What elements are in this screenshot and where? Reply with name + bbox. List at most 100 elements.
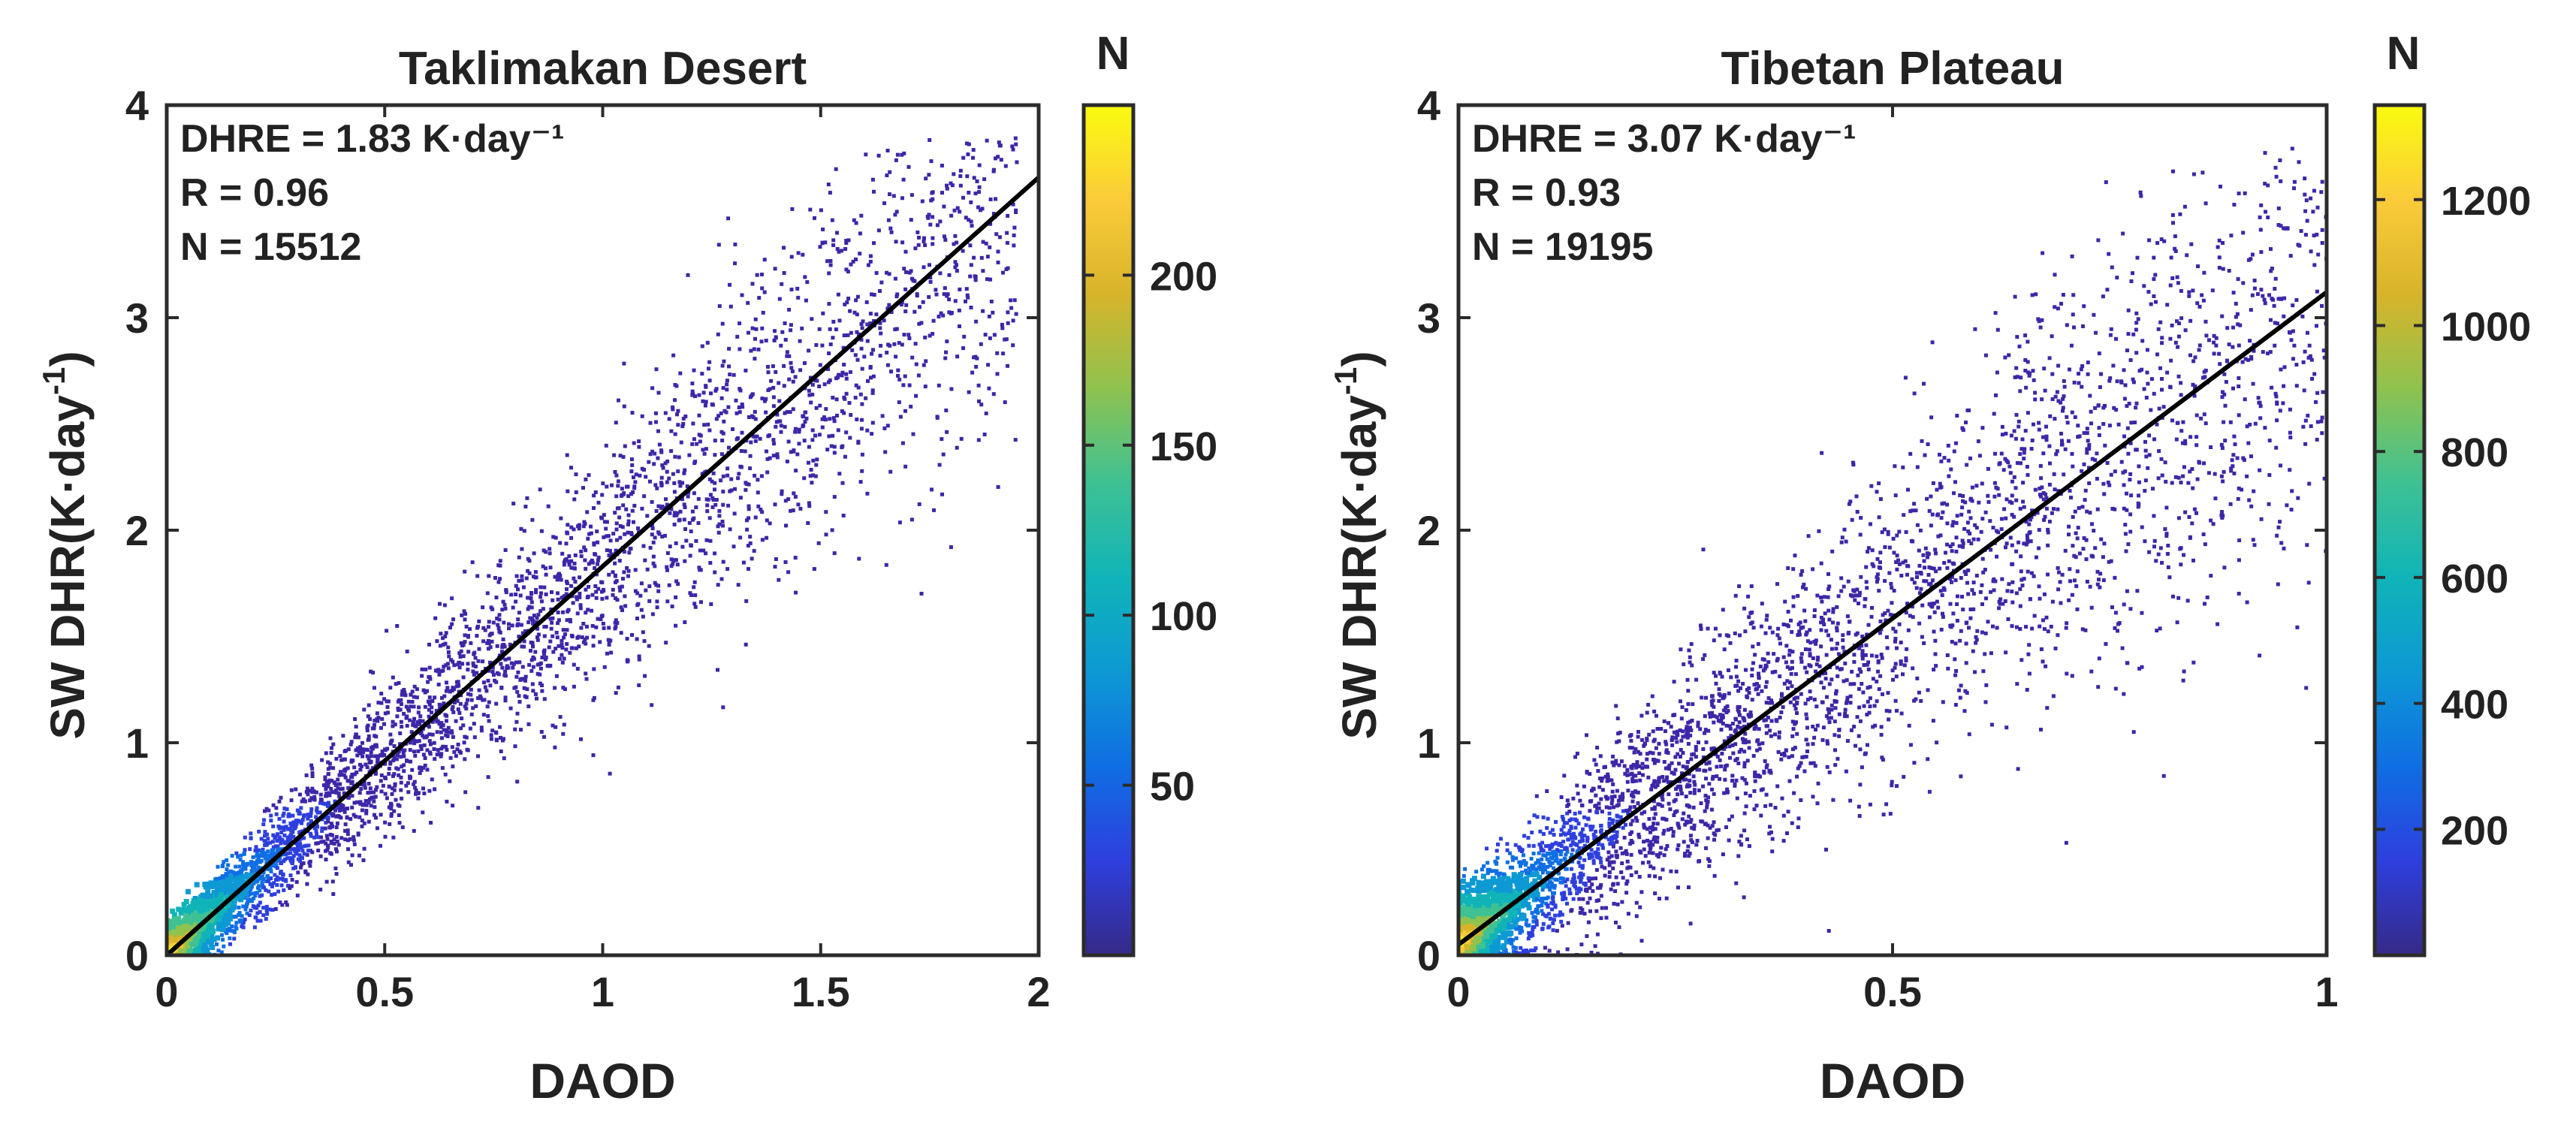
scatter-point bbox=[1707, 859, 1712, 864]
scatter-point bbox=[389, 812, 394, 816]
scatter-point bbox=[680, 424, 685, 429]
scatter-point bbox=[855, 418, 859, 421]
scatter-point bbox=[1012, 298, 1017, 303]
scatter-point bbox=[824, 418, 828, 422]
scatter-point bbox=[392, 755, 397, 760]
scatter-point bbox=[232, 872, 237, 876]
scatter-point bbox=[648, 421, 653, 425]
scatter-point bbox=[470, 560, 475, 565]
scatter-point bbox=[243, 891, 249, 897]
scatter-point bbox=[740, 293, 744, 297]
scatter-point bbox=[891, 194, 896, 198]
scatter-point bbox=[617, 559, 622, 563]
scatter-point bbox=[284, 852, 288, 857]
scatter-point bbox=[744, 368, 748, 372]
scatter-point bbox=[413, 753, 418, 758]
scatter-point bbox=[1736, 854, 1741, 858]
scatter-point bbox=[2292, 343, 2297, 348]
scatter-point bbox=[372, 799, 376, 804]
scatter-point bbox=[782, 246, 786, 250]
scatter-point bbox=[194, 882, 200, 888]
scatter-point bbox=[279, 870, 282, 875]
scatter-point bbox=[2164, 532, 2169, 536]
scatter-point bbox=[312, 798, 317, 802]
scatter-point bbox=[366, 734, 371, 738]
scatter-point bbox=[450, 707, 454, 711]
scatter-point bbox=[708, 538, 713, 543]
scatter-point bbox=[469, 641, 473, 645]
scatter-point bbox=[556, 621, 560, 626]
scatter-point bbox=[803, 410, 807, 415]
scatter-point bbox=[1587, 852, 1591, 856]
scatter-point bbox=[438, 602, 442, 606]
scatter-point bbox=[786, 570, 791, 575]
scatter-point bbox=[747, 507, 751, 511]
scatter-point bbox=[699, 600, 703, 605]
scatter-point bbox=[530, 682, 535, 686]
scatter-point bbox=[836, 428, 840, 433]
scatter-point bbox=[709, 391, 713, 396]
scatter-point bbox=[306, 789, 311, 793]
scatter-point bbox=[737, 406, 741, 409]
scatter-point bbox=[330, 879, 335, 884]
scatter-point bbox=[559, 578, 563, 582]
scatter-point bbox=[756, 347, 761, 351]
scatter-point bbox=[785, 410, 789, 414]
scatter-point bbox=[2087, 481, 2092, 485]
scatter-point bbox=[671, 405, 675, 409]
scatter-point bbox=[979, 403, 984, 407]
scatter-point bbox=[288, 886, 292, 890]
scatter-point bbox=[620, 525, 625, 529]
scatter-point bbox=[285, 807, 289, 811]
scatter-point bbox=[706, 497, 710, 502]
scatter-point bbox=[626, 569, 631, 573]
scatter-point bbox=[914, 362, 918, 366]
scatter-point bbox=[1006, 363, 1009, 368]
scatter-point bbox=[590, 560, 595, 565]
scatter-point bbox=[961, 155, 966, 160]
scatter-point bbox=[349, 863, 353, 867]
y-axis-label-exponent: -1 bbox=[36, 367, 71, 395]
scatter-point bbox=[582, 545, 587, 550]
scatter-point bbox=[490, 632, 494, 636]
scatter-point bbox=[602, 626, 606, 630]
scatter-point bbox=[544, 656, 548, 659]
scatter-point bbox=[965, 293, 970, 297]
scatter-point bbox=[953, 234, 958, 238]
scatter-point bbox=[168, 927, 174, 933]
scatter-point bbox=[316, 841, 320, 846]
scatter-point bbox=[515, 623, 520, 628]
scatter-point bbox=[455, 698, 460, 703]
scatter-point bbox=[413, 786, 418, 790]
scatter-point bbox=[339, 805, 343, 810]
scatter-point bbox=[912, 279, 917, 283]
scatter-point bbox=[1743, 738, 1748, 742]
scatter-point bbox=[750, 414, 754, 418]
scatter-point bbox=[626, 522, 630, 526]
scatter-point bbox=[502, 620, 506, 625]
scatter-point bbox=[2003, 599, 2007, 603]
chart-title: Taklimakan Desert bbox=[399, 43, 807, 95]
scatter-point bbox=[361, 750, 366, 755]
scatter-point bbox=[1875, 490, 1879, 494]
scatter-point bbox=[964, 299, 967, 303]
scatter-point bbox=[463, 704, 467, 709]
scatter-point bbox=[373, 795, 378, 799]
scatter-point bbox=[632, 520, 635, 524]
scatter-point bbox=[226, 863, 231, 867]
scatter-point bbox=[213, 882, 219, 888]
scatter-point bbox=[383, 711, 388, 716]
scatter-point bbox=[625, 565, 629, 570]
scatter-point bbox=[312, 789, 316, 794]
scatter-point bbox=[1530, 930, 1534, 935]
scatter-point bbox=[270, 848, 274, 852]
scatter-point bbox=[446, 645, 451, 650]
scatter-point bbox=[895, 152, 900, 157]
scatter-point bbox=[1865, 586, 1869, 590]
scatter-point bbox=[1006, 213, 1010, 218]
scatter-point bbox=[304, 773, 309, 777]
scatter-point bbox=[338, 782, 342, 786]
scatter-point bbox=[855, 357, 860, 362]
scatter-point bbox=[530, 641, 535, 645]
scatter-point bbox=[930, 487, 934, 492]
